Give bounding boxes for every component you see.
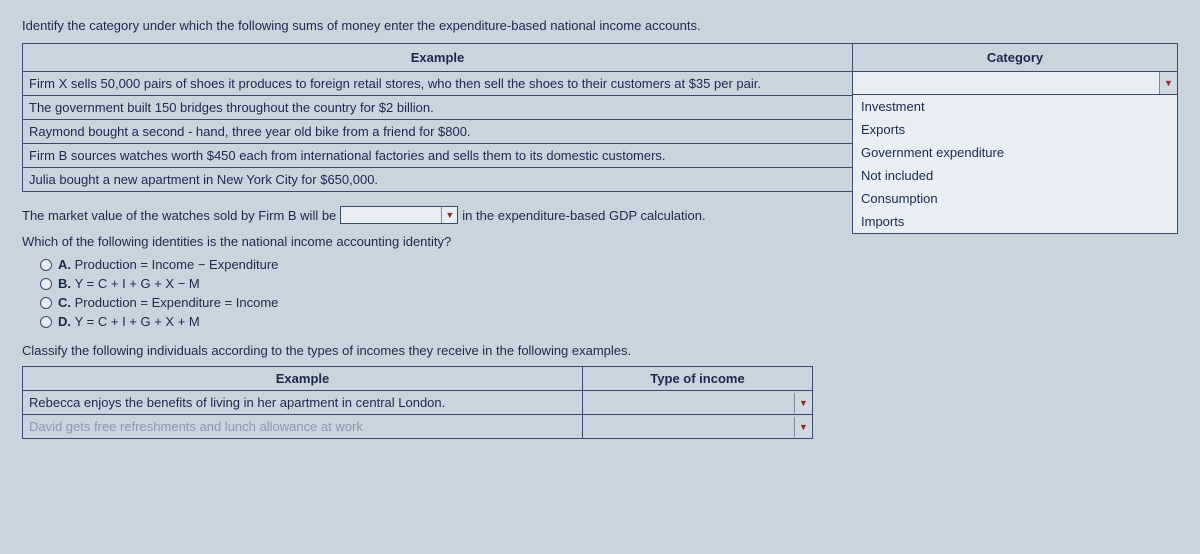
dropdown-option[interactable]: Investment [853,95,1177,118]
table-row: Julia bought a new apartment in New York… [23,168,853,192]
option-label: C. Production = Expenditure = Income [58,295,278,310]
table-row: Firm B sources watches worth $450 each f… [23,144,853,168]
dropdown-option[interactable]: Exports [853,118,1177,141]
header-type: Type of income [583,367,813,391]
dropdown-option[interactable]: Not included [853,164,1177,187]
radio-C[interactable] [40,297,52,309]
inline-select[interactable]: ▼ [340,206,458,224]
dropdown-option[interactable]: Consumption [853,187,1177,210]
radio-A[interactable] [40,259,52,271]
table-row: Raymond bought a second - hand, three ye… [23,120,853,144]
category-select[interactable]: ▼ [853,72,1177,94]
radio-D[interactable] [40,316,52,328]
dropdown-option[interactable]: Government expenditure [853,141,1177,164]
radio-B[interactable] [40,278,52,290]
inline-pre-text: The market value of the watches sold by … [22,208,336,223]
categorize-table: Example Category Firm X sells 50,000 pai… [22,43,1178,192]
table-row: David gets free refreshments and lunch a… [23,415,583,439]
chevron-down-icon[interactable]: ▼ [794,393,812,413]
chevron-down-icon[interactable]: ▼ [794,417,812,437]
header-example-2: Example [23,367,583,391]
chevron-down-icon[interactable]: ▼ [441,207,457,223]
question-prompt: Identify the category under which the fo… [22,18,1178,33]
table-row: Rebecca enjoys the benefits of living in… [23,391,583,415]
table-row: The government built 150 bridges through… [23,96,853,120]
option-label: A. Production = Income − Expenditure [58,257,278,272]
category-dropdown-menu: Investment Exports Government expenditur… [852,94,1178,234]
chevron-down-icon[interactable]: ▼ [1159,72,1177,94]
classify-table: Example Type of income Rebecca enjoys th… [22,366,813,439]
type-select[interactable]: ▼ [583,393,812,413]
option-label: D. Y = C + I + G + X + M [58,314,200,329]
classify-prompt: Classify the following individuals accor… [22,343,1178,358]
header-category: Category [853,44,1178,72]
type-select[interactable]: ▼ [583,417,812,437]
mc-question: Which of the following identities is the… [22,234,1178,249]
table-row: Firm X sells 50,000 pairs of shoes it pr… [23,72,853,96]
mc-options: A. Production = Income − Expenditure B. … [40,257,1178,329]
header-example: Example [23,44,853,72]
option-label: B. Y = C + I + G + X − M [58,276,200,291]
inline-post-text: in the expenditure-based GDP calculation… [462,208,705,223]
dropdown-option[interactable]: Imports [853,210,1177,233]
